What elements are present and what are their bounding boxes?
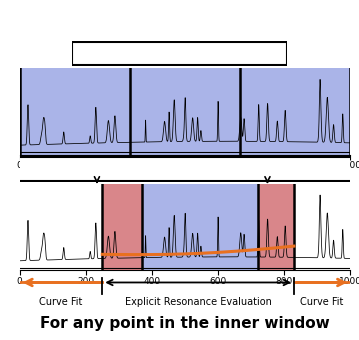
Bar (20, 68, 130, 155)
Bar (240, 68, 350, 155)
Text: Curve Fit: Curve Fit (39, 297, 83, 307)
Text: Select Inner Windows: Select Inner Windows (112, 48, 247, 57)
Text: Explicit Resonance Evaluation: Explicit Resonance Evaluation (125, 297, 271, 307)
FancyBboxPatch shape (72, 42, 287, 65)
Text: Add Outer Windows To Each Inner Window: Add Outer Windows To Each Inner Window (60, 163, 310, 173)
Bar (130, 68, 240, 155)
Bar (142, 184, 257, 270)
FancyBboxPatch shape (17, 157, 353, 181)
Bar (257, 184, 294, 270)
Bar (102, 184, 142, 270)
Text: Curve Fit: Curve Fit (300, 297, 344, 307)
Text: For any point in the inner window: For any point in the inner window (40, 316, 330, 331)
